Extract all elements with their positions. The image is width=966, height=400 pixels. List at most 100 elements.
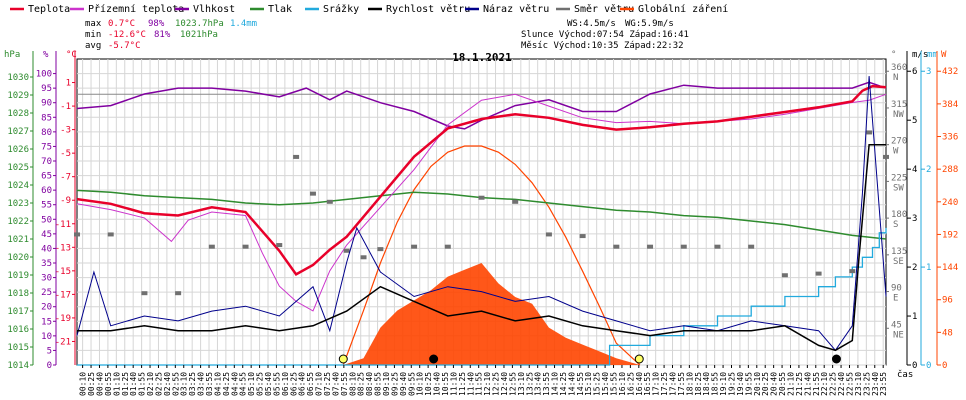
wind-direction-mark bbox=[816, 272, 822, 276]
humidity-tick: 30 bbox=[41, 274, 52, 284]
wind-direction-mark bbox=[377, 247, 383, 251]
series-humidity bbox=[77, 82, 886, 129]
wind-direction-mark bbox=[546, 232, 552, 236]
wind-direction-mark bbox=[782, 273, 788, 277]
precip-tick: 1 bbox=[926, 263, 931, 273]
unit-mm: mm bbox=[927, 50, 938, 60]
humidity-tick: 95 bbox=[41, 84, 52, 94]
legend-item-6: Rychlost větru bbox=[368, 3, 470, 15]
wind-direction-mark bbox=[327, 200, 333, 204]
wind-direction-mark bbox=[748, 245, 754, 249]
unit-hpa: hPa bbox=[4, 50, 20, 60]
pressure-tick: 1026 bbox=[7, 145, 29, 155]
unit-dir: ° bbox=[891, 50, 896, 60]
legend-label: Vlhkost bbox=[193, 4, 235, 15]
wind-direction-mark bbox=[714, 245, 720, 249]
direction-tick-cardinal: NE bbox=[893, 330, 904, 340]
humidity-tick: 75 bbox=[41, 142, 52, 152]
wind-direction-mark bbox=[293, 155, 299, 159]
legend-label: Náraz větru bbox=[483, 3, 549, 15]
x-ticks: 00:10 00:25 00:40 00:55 01:10 01:25 01:40 01:55… bbox=[79, 365, 889, 396]
precip-tick: 2 bbox=[926, 165, 931, 175]
legend-label: Teplota bbox=[28, 4, 70, 15]
pressure-tick: 1025 bbox=[7, 163, 29, 173]
legend-item-7: Náraz větru bbox=[465, 3, 549, 15]
stat-ws: WS:4.5m/s bbox=[567, 19, 616, 29]
pressure-tick: 1030 bbox=[7, 73, 29, 83]
humidity-tick: 85 bbox=[41, 113, 52, 123]
chart-title: 18.1.2021 bbox=[452, 51, 512, 64]
direction-tick: 270 bbox=[891, 137, 907, 147]
pressure-tick: 1029 bbox=[7, 91, 29, 101]
wind-direction-mark bbox=[74, 232, 80, 236]
temperature-tick: -3 bbox=[60, 126, 71, 136]
radiation-tick: 48 bbox=[942, 328, 953, 338]
direction-tick-cardinal: E bbox=[893, 294, 898, 304]
humidity-tick: 50 bbox=[41, 215, 52, 225]
direction-tick-cardinal: S bbox=[893, 220, 898, 230]
pressure-tick: 1023 bbox=[7, 199, 29, 209]
wind-direction-mark bbox=[883, 155, 889, 159]
wind-direction-mark bbox=[445, 245, 451, 249]
humidity-tick: 70 bbox=[41, 157, 52, 167]
moonrise-marker bbox=[430, 355, 438, 363]
pressure-tick: 1022 bbox=[7, 217, 29, 227]
direction-tick-cardinal: SW bbox=[893, 183, 904, 193]
unit-time: čas bbox=[897, 369, 913, 380]
wind-tick: 0 bbox=[912, 361, 917, 371]
wind-tick: 6 bbox=[912, 67, 917, 77]
humidity-tick: 45 bbox=[41, 230, 52, 240]
legend: Teplota Přízemní teplota Vlhkost Tlak Srážky… bbox=[10, 3, 728, 15]
temperature-tick: 1 bbox=[66, 79, 71, 89]
stat-avg-temp: -5.7°C bbox=[108, 41, 141, 51]
stat-max-temp: 0.7°C bbox=[108, 19, 135, 29]
pressure-tick: 1016 bbox=[7, 325, 29, 335]
humidity-tick: 15 bbox=[41, 317, 52, 327]
temperature-tick: -7 bbox=[60, 173, 71, 183]
radiation-tick: 0 bbox=[942, 361, 947, 371]
humidity-tick: 100 bbox=[36, 70, 52, 80]
pressure-tick: 1017 bbox=[7, 307, 29, 317]
wind-direction-mark bbox=[580, 234, 586, 238]
weather-chart: Teplota Přízemní teplota Vlhkost Tlak Srážky… bbox=[0, 0, 966, 400]
pressure-tick: 1014 bbox=[7, 361, 29, 371]
x-tick-label: 23:55 bbox=[879, 372, 888, 396]
stats-box: max 0.7°C 98% 1023.7hPa 1.4mm min -12.6°… bbox=[85, 19, 689, 51]
sunrise-marker bbox=[339, 355, 347, 363]
wind-tick: 3 bbox=[912, 214, 917, 224]
radiation-tick: 240 bbox=[942, 198, 958, 208]
humidity-tick: 35 bbox=[41, 259, 52, 269]
pressure-tick: 1028 bbox=[7, 109, 29, 119]
stat-min-temp: -12.6°C bbox=[108, 30, 146, 40]
radiation-tick: 96 bbox=[942, 296, 953, 306]
humidity-tick: 40 bbox=[41, 244, 52, 254]
wind-direction-mark bbox=[681, 245, 687, 249]
unit-w: W bbox=[941, 50, 947, 60]
direction-tick-cardinal: SE bbox=[893, 257, 904, 267]
wind-direction-mark bbox=[276, 243, 282, 247]
stat-min-label: min bbox=[85, 30, 101, 40]
legend-label: Rychlost větru bbox=[386, 3, 470, 15]
wind-tick: 2 bbox=[912, 263, 917, 273]
stat-max-label: max bbox=[85, 19, 102, 29]
wind-direction-mark bbox=[108, 232, 114, 236]
series-temperature bbox=[77, 86, 886, 274]
wind-direction-mark bbox=[512, 200, 518, 204]
temperature-tick: -5 bbox=[60, 149, 71, 159]
temperature-tick: -21 bbox=[55, 337, 71, 347]
legend-item-5: Srážky bbox=[305, 3, 359, 15]
wind-direction-mark bbox=[647, 245, 653, 249]
temperature-tick: -19 bbox=[55, 314, 71, 324]
direction-tick-cardinal: NW bbox=[893, 110, 904, 120]
direction-tick: 225 bbox=[891, 173, 907, 183]
unit-pct: % bbox=[43, 50, 49, 60]
wind-tick: 4 bbox=[912, 165, 917, 175]
humidity-tick: 5 bbox=[47, 346, 52, 356]
wind-direction-mark bbox=[310, 192, 316, 196]
direction-tick: 135 bbox=[891, 247, 907, 257]
wind-direction-mark bbox=[344, 249, 350, 253]
precip-tick: 0 bbox=[926, 361, 931, 371]
pressure-tick: 1015 bbox=[7, 343, 29, 353]
legend-label: Globální záření bbox=[638, 3, 728, 15]
humidity-tick: 60 bbox=[41, 186, 52, 196]
